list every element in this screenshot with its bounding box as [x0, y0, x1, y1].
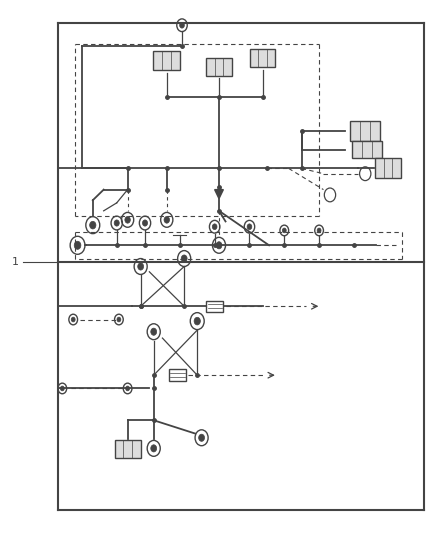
Circle shape [151, 445, 157, 452]
Text: 1: 1 [12, 257, 19, 267]
Circle shape [60, 386, 64, 391]
Circle shape [194, 317, 200, 325]
Circle shape [126, 386, 130, 391]
Circle shape [216, 241, 222, 249]
Circle shape [317, 228, 321, 233]
Circle shape [142, 220, 148, 226]
Bar [352, 141, 382, 158]
Circle shape [117, 317, 121, 322]
Bar [115, 440, 141, 458]
Circle shape [164, 216, 170, 223]
Bar [350, 121, 380, 141]
Bar [153, 51, 180, 70]
Circle shape [180, 22, 184, 28]
Circle shape [125, 216, 131, 223]
Circle shape [90, 221, 96, 229]
Circle shape [283, 228, 286, 233]
Circle shape [151, 328, 157, 335]
Polygon shape [215, 190, 223, 199]
Circle shape [114, 220, 119, 226]
Bar [206, 301, 223, 312]
Circle shape [181, 255, 187, 262]
Circle shape [74, 241, 81, 249]
Circle shape [71, 317, 75, 322]
Bar [206, 58, 232, 76]
Circle shape [199, 434, 205, 441]
Circle shape [247, 224, 252, 230]
Bar [375, 158, 401, 179]
Bar [169, 369, 186, 381]
Bar [250, 49, 275, 67]
Circle shape [212, 224, 217, 230]
Circle shape [138, 263, 144, 270]
